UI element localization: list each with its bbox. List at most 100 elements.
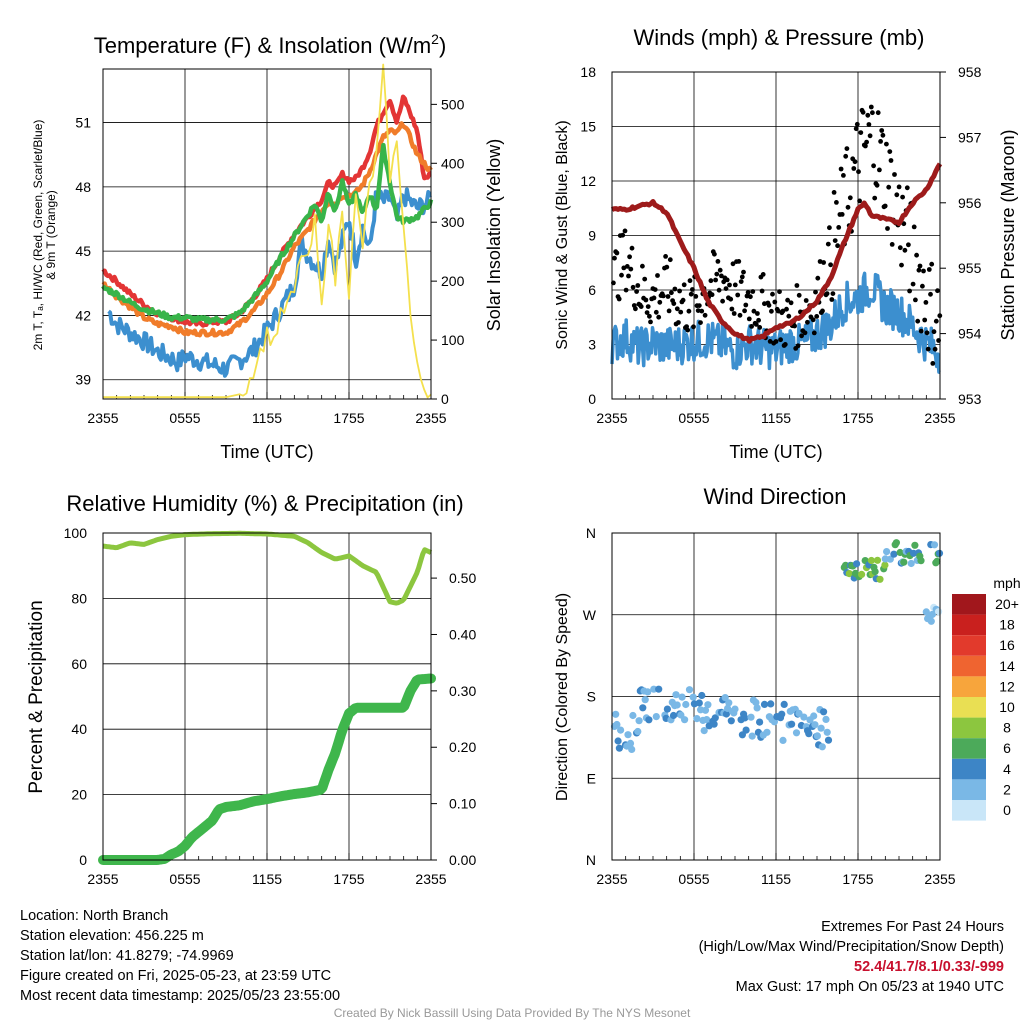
direction-point <box>779 736 787 745</box>
gust-point <box>614 250 620 256</box>
y-tick-label: 40 <box>71 721 87 737</box>
gust-point <box>709 292 715 298</box>
y-tick-label: 100 <box>64 525 88 541</box>
y-right-axis-label: Solar Insolation (Yellow) <box>484 139 504 331</box>
gust-point <box>736 259 742 264</box>
gust-point <box>648 319 653 325</box>
y-right-tick-label: 953 <box>958 391 982 407</box>
direction-point <box>858 570 866 579</box>
gust-point <box>839 212 845 217</box>
direction-point <box>824 736 833 744</box>
y-tick-label: N <box>586 525 596 541</box>
gust-point <box>645 304 651 309</box>
direction-point <box>818 743 826 751</box>
direction-point <box>900 558 908 566</box>
y-right-tick-label: 957 <box>958 129 982 145</box>
gust-point <box>795 343 801 349</box>
series-line <box>101 142 434 325</box>
direction-point <box>907 559 915 568</box>
gust-point <box>877 167 882 173</box>
y-right-tick-label: 956 <box>958 195 982 211</box>
chart-title: Relative Humidity (%) & Precipitation (i… <box>66 491 463 516</box>
gust-point <box>702 312 708 318</box>
gust-point <box>914 252 919 258</box>
x-tick-label: 0555 <box>678 410 709 426</box>
gust-point <box>742 308 747 314</box>
legend-swatch <box>952 779 986 800</box>
gust-point <box>880 132 886 138</box>
gust-point <box>691 324 696 330</box>
gust-point <box>901 221 907 227</box>
direction-point <box>695 699 703 707</box>
gust-point <box>741 269 746 275</box>
gust-point <box>904 185 910 191</box>
x-axis-label: Time (UTC) <box>729 442 822 462</box>
gust-point <box>642 276 648 282</box>
direction-point <box>703 716 711 724</box>
location-text: Location: North Branch <box>20 908 169 924</box>
direction-point <box>613 720 621 729</box>
direction-point <box>655 685 663 693</box>
x-tick-label: 1755 <box>333 871 364 887</box>
gust-point <box>867 133 873 139</box>
gust-point <box>655 273 660 278</box>
gust-point <box>660 293 666 299</box>
gust-point <box>865 112 871 118</box>
gust-point <box>853 126 859 132</box>
direction-point <box>742 726 750 734</box>
gust-point <box>900 194 905 200</box>
panel-1: 2355 0555 1155 1755 2355 39 42 45 48 51 0 100 200 300… <box>31 31 504 462</box>
direction-point <box>845 570 853 578</box>
extremes-values: 52.4/41.7/8.1/0.33/-999 <box>854 959 1004 975</box>
created-text: Figure created on Fri, 2025-05-23, at 23… <box>20 968 332 984</box>
gust-point <box>860 109 866 115</box>
gust-point <box>730 261 736 267</box>
series-line <box>103 63 432 399</box>
gust-point <box>652 287 658 292</box>
legend-swatch <box>952 676 986 697</box>
gust-point <box>813 289 818 295</box>
legend-label: 14 <box>999 658 1015 674</box>
y-right-tick-label: 0.10 <box>449 796 476 812</box>
gust-point <box>871 163 876 169</box>
gust-point <box>745 290 751 295</box>
gust-point <box>838 166 844 172</box>
y-right-tick-label: 0.50 <box>449 570 476 586</box>
y-tick-label: 42 <box>75 307 91 323</box>
legend-label: 20+ <box>995 596 1019 612</box>
gust-point <box>651 295 657 301</box>
direction-point <box>685 686 694 694</box>
gust-point <box>699 308 705 314</box>
x-axis-label: Time (UTC) <box>220 442 313 462</box>
gust-point <box>749 324 754 329</box>
direction-point <box>711 714 719 722</box>
direction-point <box>617 726 625 734</box>
gust-point <box>629 245 635 251</box>
x-tick-label: 1755 <box>842 410 873 426</box>
y-axis-label: 2m T, Tₐ, HI/WC (Red, Green, Scarlet/Blu… <box>31 120 58 351</box>
direction-point <box>663 705 672 713</box>
gust-point <box>889 242 895 247</box>
gust-point <box>644 310 650 315</box>
gust-point <box>739 274 745 280</box>
legend-swatch <box>952 758 986 780</box>
legend-swatch <box>952 614 986 636</box>
gust-point <box>829 297 835 302</box>
gust-point <box>854 121 860 127</box>
gust-point <box>868 104 874 110</box>
gust-point <box>723 286 729 291</box>
direction-point <box>927 617 935 625</box>
direction-point <box>635 717 643 725</box>
gust-point <box>886 184 892 190</box>
x-tick-label: 2355 <box>596 410 627 426</box>
gust-point <box>712 251 717 257</box>
legend-swatch <box>952 635 986 656</box>
extremes-info: Extremes For Past 24 Hours (High/Low/Max… <box>699 917 1004 997</box>
credit-text: Created By Nick Bassill Using Data Provi… <box>333 1006 691 1020</box>
direction-point <box>693 715 701 723</box>
gust-point <box>746 316 752 322</box>
gust-point <box>831 190 837 195</box>
direction-point <box>721 694 729 702</box>
y-tick-label: 51 <box>75 115 91 131</box>
y-right-tick-label: 300 <box>441 214 465 230</box>
